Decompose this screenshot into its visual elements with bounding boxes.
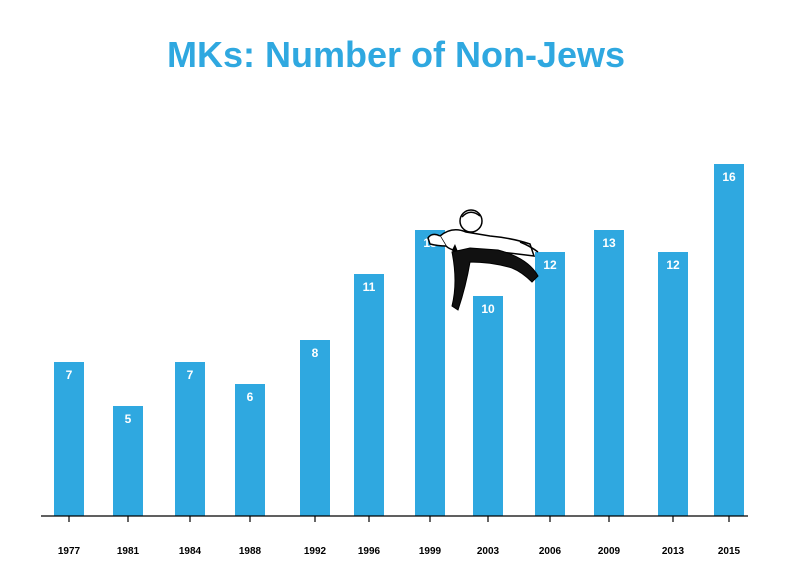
data-label-2015: 16: [722, 170, 736, 184]
bar-1981: [113, 406, 143, 516]
bar-2006: [535, 252, 565, 516]
x-axis: 1977 1981 1984 1988 1992 1996 1999 2003 2006 2009…: [41, 515, 748, 557]
x-tick-label-1977: 1977: [58, 546, 81, 557]
x-tick-label-1981: 1981: [117, 546, 140, 557]
climbing-man-icon: [427, 209, 539, 311]
data-label-1992: 8: [312, 346, 319, 360]
data-label-2003: 10: [481, 302, 495, 316]
bar-1988: [235, 384, 265, 516]
x-tick-label-2009: 2009: [598, 546, 621, 557]
bar-2013: [658, 252, 688, 516]
bar-2003: [473, 296, 503, 516]
data-label-1977: 7: [66, 368, 73, 382]
data-label-1981: 5: [125, 412, 132, 426]
x-tick-label-2006: 2006: [539, 546, 562, 557]
x-tick-label-1992: 1992: [304, 546, 327, 557]
data-label-1988: 6: [247, 390, 254, 404]
bar-2015: [714, 164, 744, 516]
data-label-1996: 11: [363, 280, 376, 294]
x-tick-label-2015: 2015: [718, 546, 741, 557]
data-label-1984: 7: [187, 368, 194, 382]
x-tick-label-1996: 1996: [358, 546, 381, 557]
chart-title: MKs: Number of Non-Jews: [166, 34, 626, 75]
data-label-2006: 12: [543, 258, 557, 272]
data-label-2013: 12: [666, 258, 680, 272]
x-tick-label-1988: 1988: [239, 546, 262, 557]
bar-1999: [415, 230, 445, 516]
data-label-2009: 13: [602, 236, 616, 250]
bar-2009: [594, 230, 624, 516]
bar-1992: [300, 340, 330, 516]
x-tick-label-1984: 1984: [179, 546, 202, 557]
bars-group: 7576811131012131216: [54, 164, 744, 516]
x-tick-label-2003: 2003: [477, 546, 500, 557]
x-tick-label-2013: 2013: [662, 546, 685, 557]
bar-1996: [354, 274, 384, 516]
bar-1977: [54, 362, 84, 516]
x-tick-label-1999: 1999: [419, 546, 442, 557]
bar-1984: [175, 362, 205, 516]
